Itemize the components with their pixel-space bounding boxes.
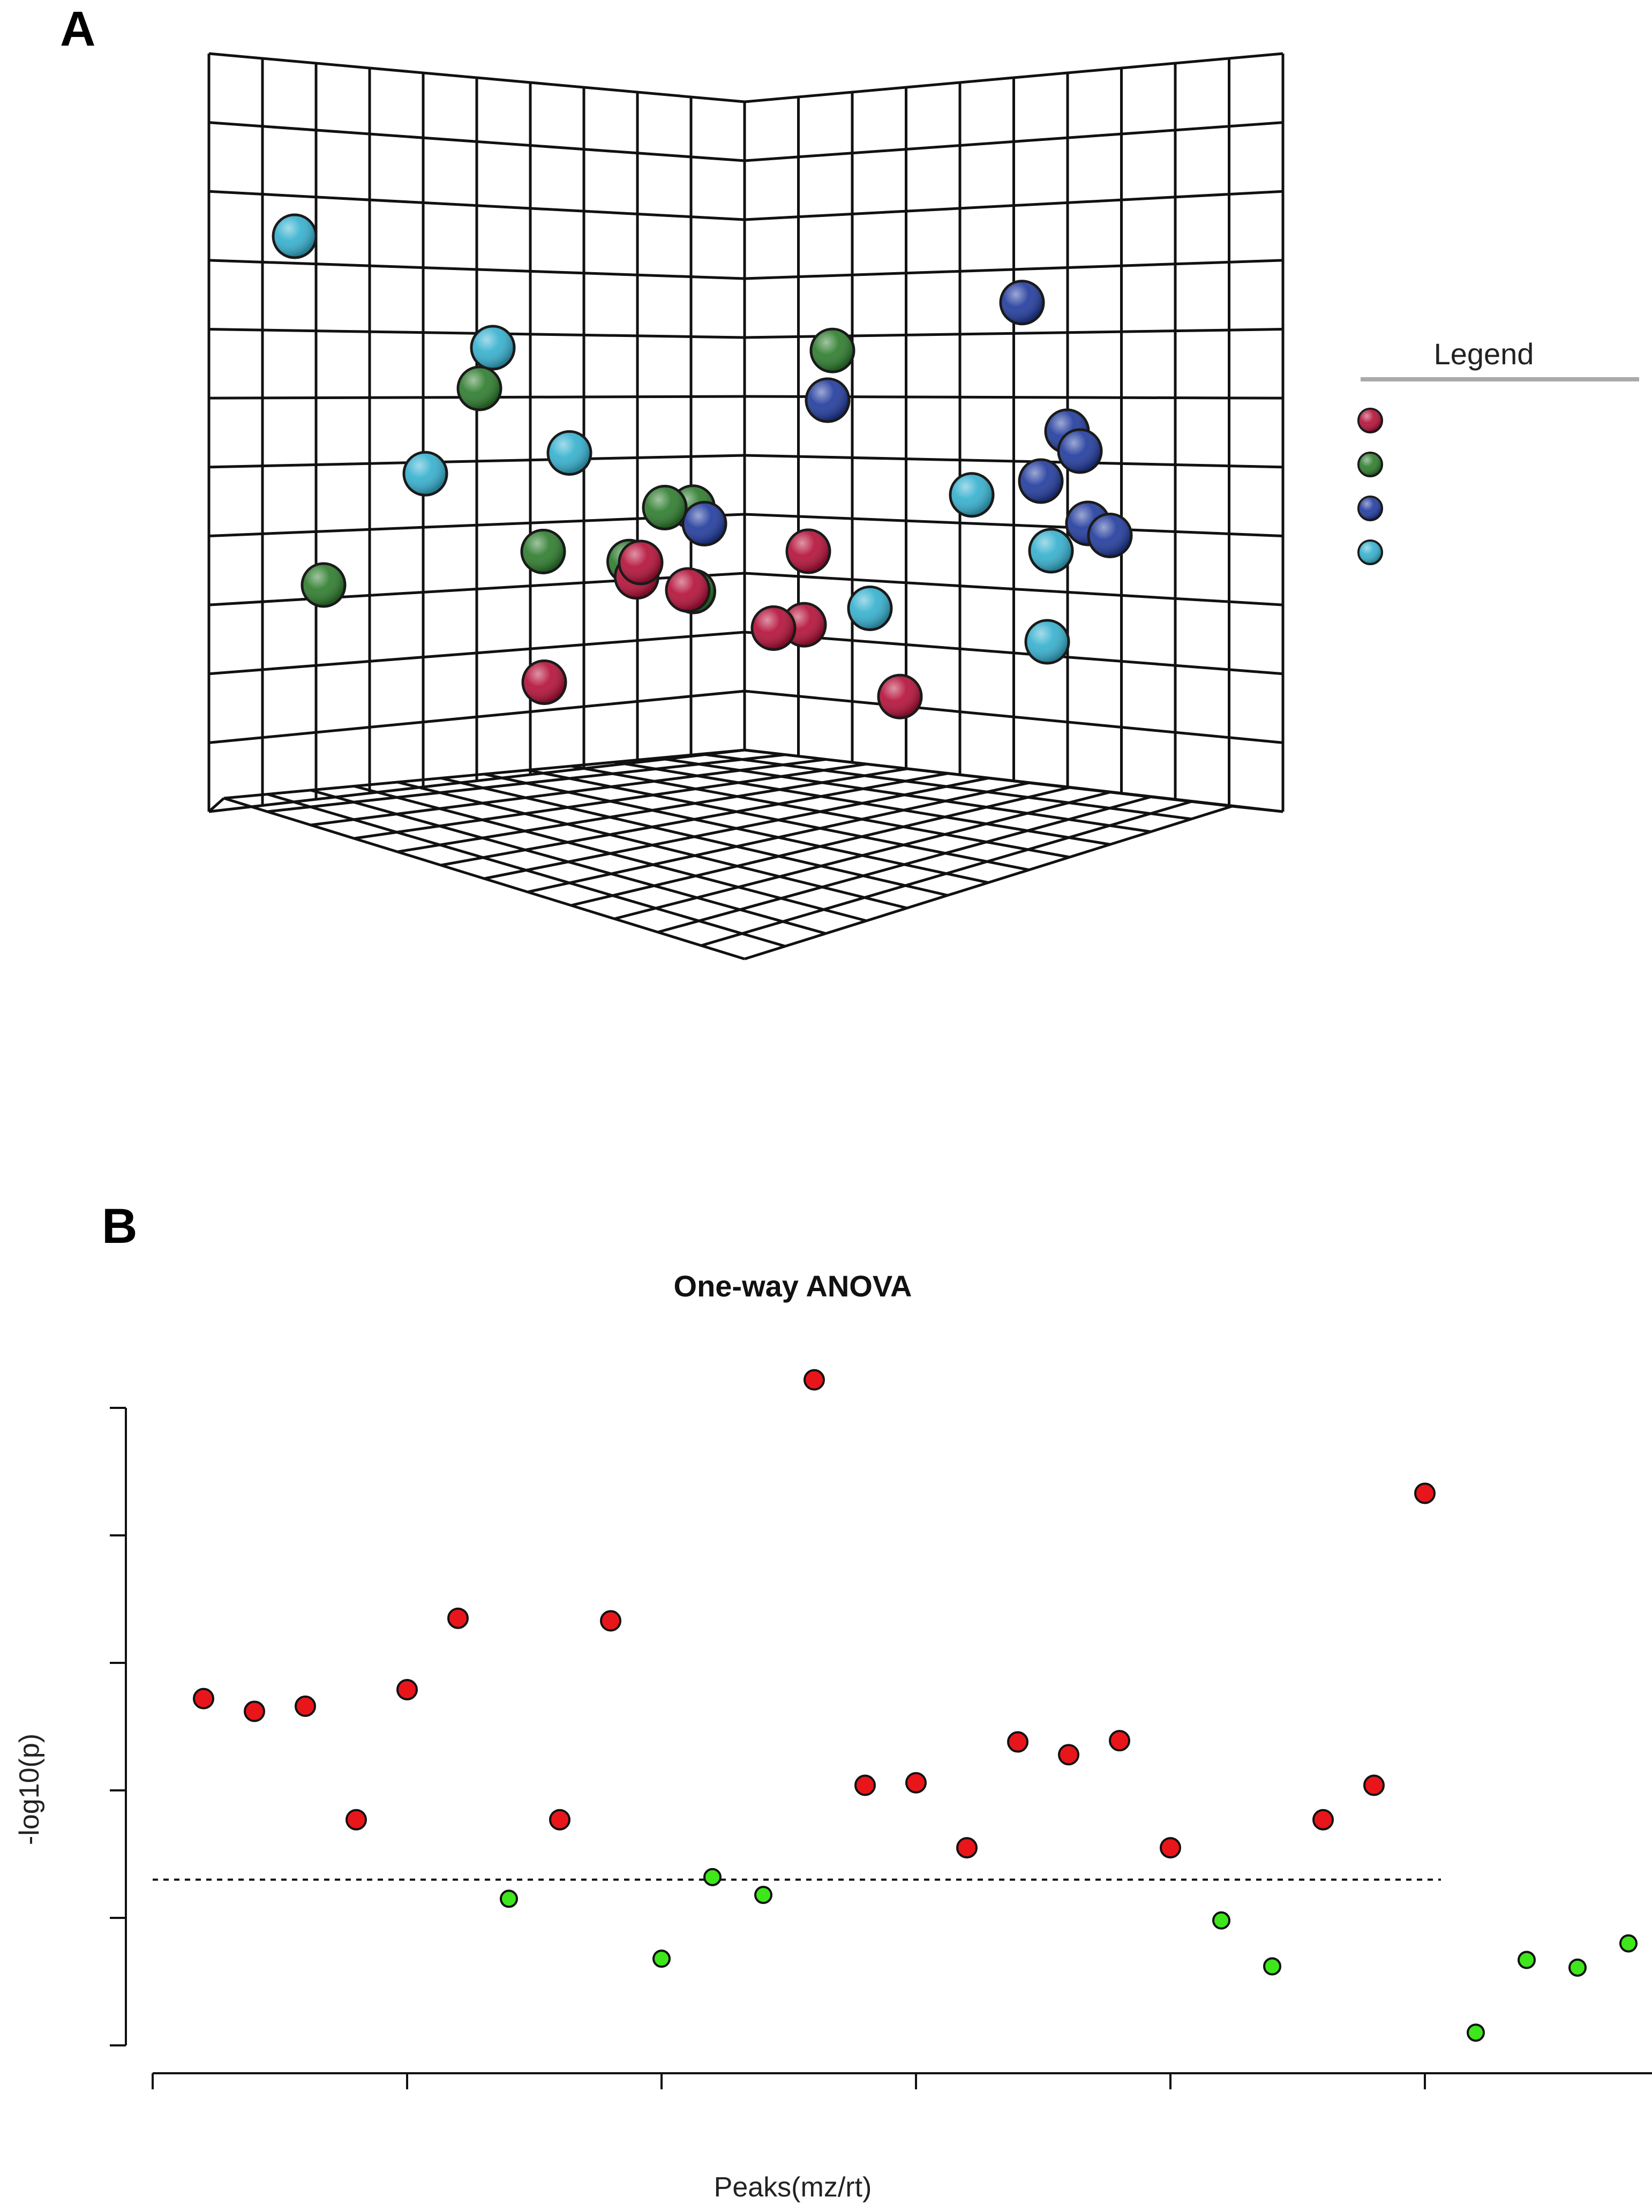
- pca-point-shine: [850, 588, 890, 629]
- anova-point: [905, 1772, 927, 1794]
- floor-grid-line: [701, 800, 1192, 947]
- anova-point: [703, 1868, 722, 1886]
- anova-point: [652, 1949, 671, 1968]
- anova-point: [1212, 1911, 1230, 1930]
- grid-line: [744, 689, 1283, 744]
- panel-b-anova: B One-way ANOVA Peaks(mz/rt) -log10(p): [14, 1199, 1652, 2203]
- panel-a-pca-3d: A Legend: [60, 2, 1639, 961]
- y-axis-label: -log10(p): [14, 1734, 45, 1845]
- legend-swatch-shine: [1359, 541, 1381, 564]
- anova-point: [1312, 1809, 1334, 1831]
- pca-point-shine: [472, 327, 513, 368]
- panel-a-label: A: [60, 2, 95, 56]
- anova-point: [1619, 1934, 1638, 1953]
- anova-point: [447, 1607, 469, 1629]
- grid-line: [208, 631, 745, 676]
- legend: Legend: [1357, 337, 1639, 565]
- anova-point: [500, 1889, 518, 1908]
- grid-line: [208, 52, 745, 103]
- anova-point: [1109, 1730, 1130, 1752]
- pca-point-shine: [523, 531, 564, 572]
- pca-point-shine: [549, 432, 590, 474]
- anova-point: [600, 1610, 621, 1632]
- anova-point: [295, 1695, 316, 1717]
- grid-line: [744, 572, 1283, 606]
- anova-point: [1467, 2023, 1485, 2042]
- pca-point-shine: [880, 676, 920, 717]
- grid-line: [208, 121, 745, 162]
- floor-grid-line: [440, 777, 948, 897]
- pca-point-shine: [644, 487, 685, 528]
- floor-grid-line: [744, 805, 1233, 961]
- anova-point: [346, 1809, 367, 1831]
- chart-title: One-way ANOVA: [674, 1269, 912, 1303]
- anova-axes: [110, 1407, 1652, 2089]
- anova-point: [1518, 1951, 1536, 1969]
- anova-point: [754, 1886, 772, 1904]
- anova-point: [244, 1700, 265, 1722]
- pca-point-shine: [1090, 515, 1130, 556]
- pca-point-shine: [667, 569, 708, 611]
- pca-point-shine: [788, 531, 829, 572]
- panel-b-label: B: [102, 1199, 137, 1254]
- anova-point: [1058, 1744, 1079, 1766]
- pca-point-shine: [620, 542, 661, 583]
- anova-point: [1414, 1482, 1436, 1504]
- anova-point: [193, 1688, 214, 1709]
- anova-point: [956, 1837, 978, 1859]
- pca-point-shine: [951, 474, 992, 515]
- floor-grid-line: [267, 793, 786, 948]
- pca-point-shine: [812, 330, 853, 371]
- pca-point-shine: [303, 565, 344, 605]
- pca-grid: [207, 52, 1285, 961]
- anova-point: [549, 1809, 570, 1831]
- floor-edge: [1232, 805, 1283, 813]
- anova-point: [1568, 1958, 1587, 1977]
- pca-point-shine: [1031, 530, 1071, 571]
- anova-point: [1263, 1957, 1281, 1976]
- grid-line: [744, 259, 1283, 280]
- legend-swatch-shine: [1359, 497, 1381, 520]
- pca-point-shine: [1027, 621, 1068, 662]
- x-axis-label: Peaks(mz/rt): [714, 2172, 872, 2203]
- pca-point-shine: [1020, 461, 1061, 501]
- pca-point-shine: [405, 453, 446, 494]
- grid-line: [744, 52, 1283, 103]
- anova-point: [1007, 1731, 1028, 1753]
- grid-line: [208, 259, 745, 280]
- grid-line: [744, 513, 1283, 537]
- floor-edge: [208, 797, 225, 813]
- grid-line: [744, 121, 1283, 162]
- anova-point: [854, 1774, 876, 1796]
- floor-grid-line: [310, 789, 827, 935]
- pca-points: [272, 213, 1133, 719]
- legend-swatch-shine: [1359, 409, 1381, 432]
- pca-point-shine: [1002, 282, 1042, 323]
- grid-line: [208, 190, 745, 221]
- anova-point: [1363, 1774, 1385, 1796]
- grid-line: [208, 454, 745, 469]
- anova-points: [193, 1369, 1638, 2042]
- grid-line: [744, 454, 1283, 469]
- grid-line: [208, 689, 745, 744]
- legend-title: Legend: [1434, 337, 1534, 371]
- anova-point: [804, 1369, 825, 1391]
- grid-line: [744, 190, 1283, 221]
- grid-line: [744, 631, 1283, 676]
- anova-point: [1160, 1837, 1181, 1859]
- pca-point-shine: [753, 608, 794, 649]
- pca-point-shine: [274, 216, 315, 257]
- pca-point-shine: [459, 368, 500, 409]
- pca-point-shine: [524, 662, 565, 703]
- pca-point-shine: [684, 503, 725, 544]
- legend-swatch-shine: [1359, 453, 1381, 476]
- anova-point: [396, 1678, 418, 1700]
- pca-point-shine: [807, 380, 848, 421]
- grid-line: [208, 748, 745, 813]
- floor-grid-line: [223, 797, 745, 961]
- pca-point-shine: [1060, 431, 1100, 471]
